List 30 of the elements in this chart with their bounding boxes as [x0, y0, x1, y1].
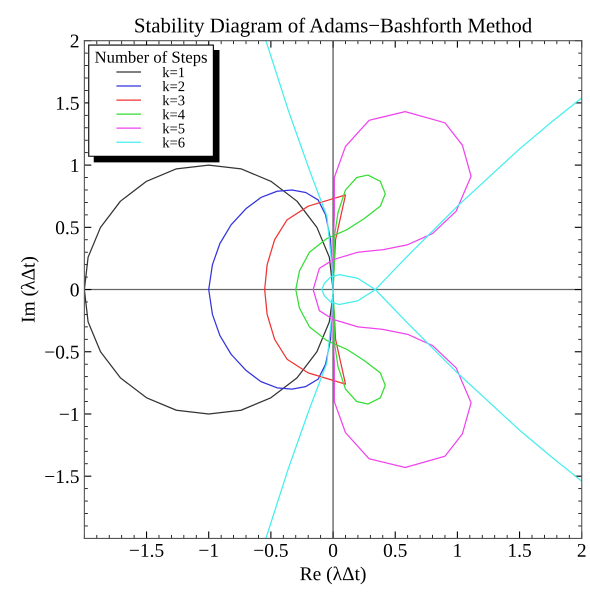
x-tick-label: 0	[328, 544, 338, 557]
x-tick-label: −0.5	[254, 544, 288, 558]
y-tick-label: −1	[60, 408, 78, 421]
legend-label: k=5	[162, 123, 184, 134]
legend-label: k=3	[162, 95, 184, 106]
line-series	[84, 164, 334, 415]
legend-label: k=2	[162, 81, 184, 92]
chart-title: Stability Diagram of Adams−Bashforth Method	[135, 18, 532, 37]
x-tick-label: −1	[199, 544, 218, 557]
y-tick-label: −1.5	[45, 470, 79, 484]
x-tick-label: 0.5	[384, 544, 407, 558]
y-axis-title: Im (λΔt)	[20, 257, 39, 322]
x-tick-label: 2	[578, 544, 586, 557]
y-tick-label: 0	[70, 283, 79, 296]
x-axis-title: Re (λΔt)	[300, 566, 366, 584]
y-tick-label: 1.5	[56, 96, 79, 110]
legend-label: k=1	[162, 66, 184, 78]
legend-title: Number of Steps	[95, 50, 207, 66]
x-tick-label: −1.5	[130, 544, 164, 558]
line-series	[312, 110, 472, 468]
x-tick-label: 1.5	[509, 544, 531, 558]
legend-label: k=4	[162, 109, 185, 120]
line-series	[208, 189, 334, 390]
y-tick-label: −0.5	[45, 346, 79, 359]
y-tick-label: 0.5	[56, 221, 79, 234]
y-tick-label: 2	[70, 34, 78, 48]
x-tick-label: 1	[454, 544, 462, 557]
legend-label: k=6	[162, 137, 185, 148]
y-tick-label: 1	[71, 159, 78, 172]
line-series	[295, 174, 386, 405]
